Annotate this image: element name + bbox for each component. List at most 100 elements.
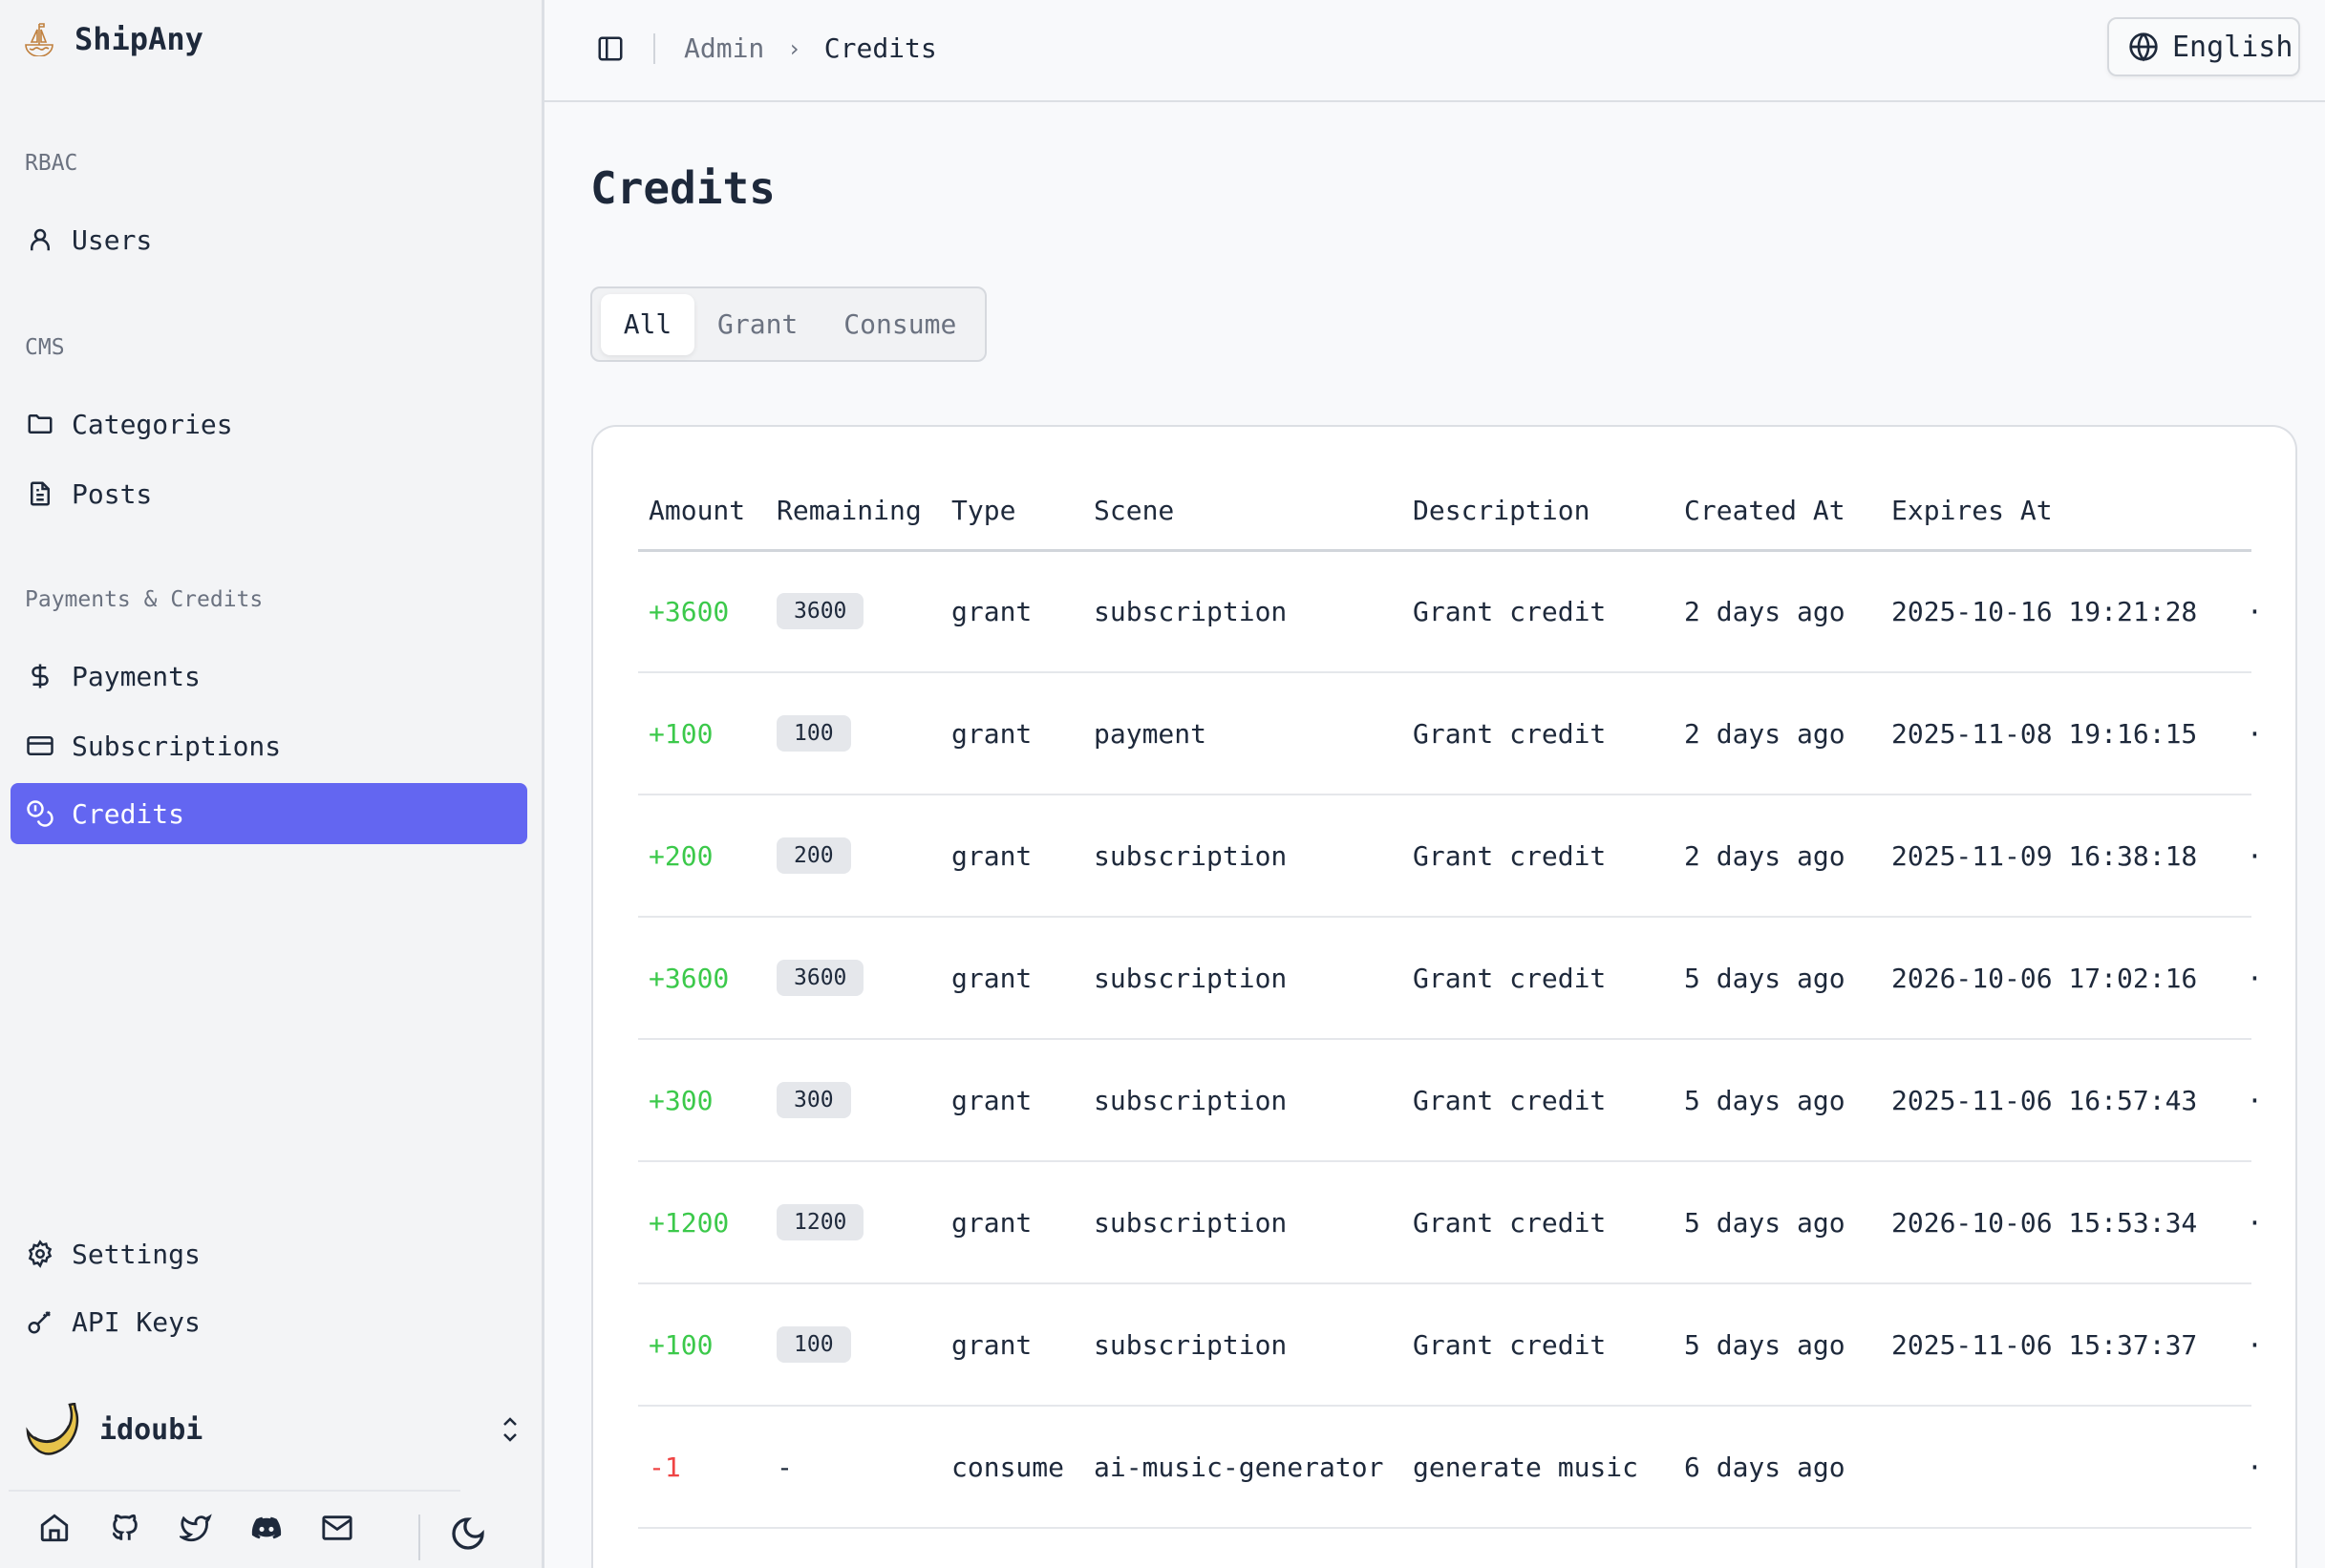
column-header-expires-at: Expires At [1881, 473, 2236, 552]
remaining-cell: 300 [766, 1039, 941, 1162]
remaining-cell: 100 [766, 672, 941, 795]
row-actions-button[interactable]: · [2236, 1406, 2263, 1529]
language-label: English [2172, 30, 2293, 64]
created-at-cell: 5 days ago [1674, 1039, 1881, 1162]
header-divider [653, 32, 655, 64]
home-icon[interactable] [38, 1512, 71, 1544]
sidebar-item-label: API Keys [72, 1305, 201, 1338]
remaining-cell: 3600 [766, 917, 941, 1040]
amount-cell: +200 [638, 795, 766, 918]
scene-cell: ai-music-generator [1083, 1406, 1402, 1529]
sidebar-item-api-keys[interactable]: API Keys [11, 1291, 527, 1352]
sidebar-item-label: Settings [72, 1238, 201, 1270]
table-row: +200 200 grant subscription Grant credit… [638, 795, 2263, 918]
amount-cell: +300 [638, 1039, 766, 1162]
language-select[interactable]: English [2107, 17, 2300, 76]
footer-divider [418, 1515, 420, 1560]
remaining-badge: 100 [777, 1326, 851, 1363]
description-cell: Grant credit [1402, 1161, 1674, 1284]
table-row: +1200 1200 grant subscription Grant cred… [638, 1161, 2263, 1284]
scene-cell: subscription [1083, 550, 1402, 673]
gear-icon [28, 1240, 53, 1268]
column-header-scene: Scene [1083, 473, 1402, 552]
row-actions-button[interactable]: · [2236, 917, 2263, 1040]
description-cell: Grant credit [1402, 917, 1674, 1040]
row-actions-button[interactable]: · [2236, 550, 2263, 673]
folder-icon [28, 414, 53, 434]
expires-at-cell: 2025-11-06 15:37:37 [1881, 1283, 2236, 1407]
table-row: -1 - consume ai-music-generator generate… [638, 1406, 2263, 1529]
section-label-cms: CMS [25, 335, 65, 360]
expires-at-cell: 2025-11-06 16:57:43 [1881, 1039, 2236, 1162]
footer-links [38, 1512, 353, 1544]
remaining-badge: 3600 [777, 593, 864, 630]
tab-consume[interactable]: Consume [843, 308, 957, 340]
sidebar-item-settings[interactable]: Settings [11, 1223, 527, 1284]
created-at-cell: 6 days ago [1674, 1406, 1881, 1529]
filter-tabs: All Grant Consume [590, 286, 987, 362]
sidebar-item-label: Users [72, 223, 153, 256]
expires-at-cell: 2026-10-06 17:02:16 [1881, 917, 2236, 1040]
type-cell: grant [941, 1283, 1083, 1407]
brand-name: ShipAny [75, 21, 203, 57]
mail-icon[interactable] [321, 1512, 353, 1544]
section-label-rbac: RBAC [25, 151, 78, 176]
column-header-remaining: Remaining [766, 473, 941, 552]
sidebar-toggle-icon[interactable] [596, 34, 625, 63]
column-header-created-at: Created At [1674, 473, 1881, 552]
expires-at-cell: 2025-10-16 19:21:28 [1881, 550, 2236, 673]
credit-card-icon [27, 736, 53, 755]
remaining-badge: 1200 [777, 1204, 864, 1240]
row-actions-button[interactable]: · [2236, 1039, 2263, 1162]
sidebar-item-subscriptions[interactable]: Subscriptions [11, 715, 527, 776]
key-icon [28, 1311, 51, 1334]
remaining-badge: 300 [777, 1082, 851, 1118]
table-row: +100 100 grant payment Grant credit 2 da… [638, 672, 2263, 795]
table-row: +300 300 grant subscription Grant credit… [638, 1039, 2263, 1162]
row-actions-button[interactable]: · [2236, 1283, 2263, 1407]
sidebar-item-categories[interactable]: Categories [11, 393, 527, 455]
breadcrumb-admin[interactable]: Admin [684, 32, 765, 64]
sidebar-item-label: Payments [72, 660, 201, 692]
sidebar-item-users[interactable]: Users [11, 209, 527, 270]
column-header-amount: Amount [638, 473, 766, 552]
created-at-cell: 2 days ago [1674, 550, 1881, 673]
row-actions-button[interactable]: · [2236, 672, 2263, 795]
row-actions-button[interactable]: · [2236, 795, 2263, 918]
sidebar-item-credits[interactable]: Credits [11, 783, 527, 844]
sidebar-divider [9, 1490, 460, 1492]
sailboat-logo-icon [25, 23, 53, 56]
column-header-type: Type [941, 473, 1083, 552]
top-bar: Admin › Credits English [544, 0, 2325, 102]
sidebar-item-payments[interactable]: Payments [11, 646, 527, 707]
discord-icon[interactable] [250, 1512, 283, 1544]
remaining-badge: 100 [777, 715, 851, 752]
description-cell: Grant credit [1402, 1039, 1674, 1162]
type-cell: consume [941, 1406, 1083, 1529]
sidebar-item-label: Subscriptions [72, 730, 282, 762]
section-label-payments-credits: Payments & Credits [25, 587, 264, 612]
type-cell: grant [941, 1039, 1083, 1162]
table-row: +3600 3600 grant subscription Grant cred… [638, 917, 2263, 1040]
moon-icon[interactable] [449, 1513, 487, 1555]
tab-all[interactable]: All [601, 293, 694, 355]
page-title: Credits [590, 162, 776, 214]
credits-table-card: Amount Remaining Type Scene Description … [591, 425, 2297, 1568]
twitter-icon[interactable] [180, 1512, 212, 1544]
amount-cell: +100 [638, 1283, 766, 1407]
expires-at-cell [1881, 1406, 2236, 1529]
type-cell: grant [941, 550, 1083, 673]
scene-cell: subscription [1083, 1039, 1402, 1162]
scene-cell: subscription [1083, 1283, 1402, 1407]
brand[interactable]: ShipAny [25, 21, 203, 57]
sidebar-item-posts[interactable]: Posts [11, 463, 527, 524]
created-at-cell: 5 days ago [1674, 1161, 1881, 1284]
scene-cell: subscription [1083, 917, 1402, 1040]
row-actions-button[interactable]: · [2236, 1161, 2263, 1284]
remaining-cell: - [766, 1406, 941, 1529]
tab-grant[interactable]: Grant [717, 308, 799, 340]
github-icon[interactable] [109, 1512, 141, 1544]
user-menu[interactable]: idoubi [25, 1396, 522, 1463]
description-cell: generate music [1402, 1406, 1674, 1529]
expires-at-cell: 2025-11-09 16:38:18 [1881, 795, 2236, 918]
